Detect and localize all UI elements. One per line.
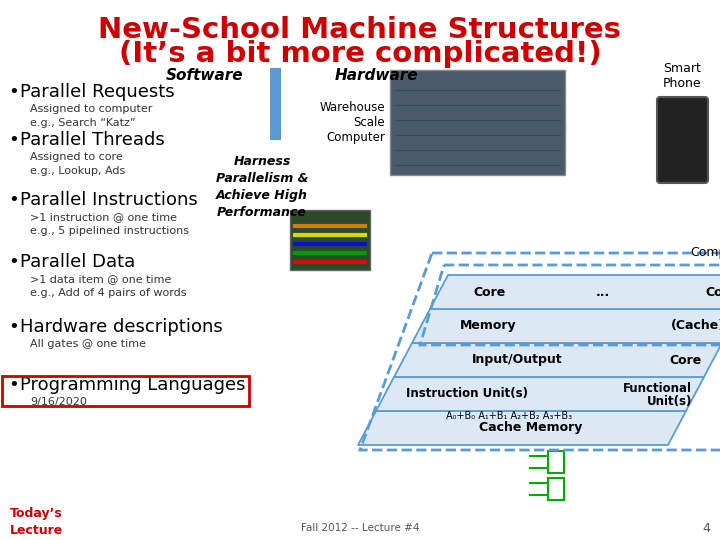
FancyBboxPatch shape	[290, 210, 370, 270]
Text: Warehouse
Scale
Computer: Warehouse Scale Computer	[320, 101, 385, 144]
Text: Fall 2012 -- Lecture #4: Fall 2012 -- Lecture #4	[301, 523, 419, 533]
Text: (It’s a bit more complicated!): (It’s a bit more complicated!)	[119, 40, 601, 68]
Text: Hardware: Hardware	[335, 69, 418, 84]
Text: Memory: Memory	[460, 320, 517, 333]
Text: Computer: Computer	[690, 246, 720, 259]
Text: Functional: Functional	[623, 382, 692, 395]
Polygon shape	[376, 377, 704, 411]
Text: 9/16/2020: 9/16/2020	[30, 397, 87, 407]
Text: Core: Core	[706, 286, 720, 299]
Text: •: •	[8, 376, 19, 394]
Text: Input/Output: Input/Output	[472, 354, 562, 367]
Text: 4: 4	[702, 522, 710, 535]
Text: Assigned to computer: Assigned to computer	[30, 104, 153, 114]
Text: Software: Software	[166, 69, 244, 84]
Text: Smart
Phone: Smart Phone	[663, 62, 702, 90]
FancyBboxPatch shape	[390, 70, 565, 175]
Text: A₀+B₀ A₁+B₁ A₂+B₂ A₃+B₃: A₀+B₀ A₁+B₁ A₂+B₂ A₃+B₃	[446, 411, 572, 421]
Text: •: •	[8, 131, 19, 149]
Text: Assigned to core: Assigned to core	[30, 152, 122, 162]
Text: Cache Memory: Cache Memory	[480, 422, 582, 435]
Text: >1 instruction @ one time: >1 instruction @ one time	[30, 212, 177, 222]
Text: Parallel Data: Parallel Data	[20, 253, 135, 271]
Text: Unit(s): Unit(s)	[647, 395, 692, 408]
Text: Instruction Unit(s): Instruction Unit(s)	[406, 388, 528, 401]
Text: •: •	[8, 253, 19, 271]
Text: (Cache): (Cache)	[671, 320, 720, 333]
Text: Parallel Requests: Parallel Requests	[20, 83, 175, 101]
Text: New-School Machine Structures: New-School Machine Structures	[99, 16, 621, 44]
FancyBboxPatch shape	[270, 68, 281, 140]
Text: Core: Core	[670, 354, 702, 367]
Text: Programming Languages: Programming Languages	[20, 376, 246, 394]
Polygon shape	[412, 309, 720, 343]
Text: Hardware descriptions: Hardware descriptions	[20, 318, 222, 336]
Text: ...: ...	[596, 286, 610, 299]
Text: All gates @ one time: All gates @ one time	[30, 339, 146, 349]
Polygon shape	[430, 275, 720, 309]
Text: Core: Core	[473, 286, 505, 299]
Text: Harness
Parallelism &
Achieve High
Performance: Harness Parallelism & Achieve High Perfo…	[216, 155, 308, 219]
Text: •: •	[8, 83, 19, 101]
Text: e.g., Lookup, Ads: e.g., Lookup, Ads	[30, 166, 125, 176]
Text: e.g., Add of 4 pairs of words: e.g., Add of 4 pairs of words	[30, 288, 186, 298]
Text: Parallel Threads: Parallel Threads	[20, 131, 165, 149]
Text: •: •	[8, 191, 19, 209]
Text: >1 data item @ one time: >1 data item @ one time	[30, 274, 171, 284]
Text: e.g., 5 pipelined instructions: e.g., 5 pipelined instructions	[30, 226, 189, 236]
Text: •: •	[8, 318, 19, 336]
Polygon shape	[394, 343, 720, 377]
Text: e.g., Search “Katz”: e.g., Search “Katz”	[30, 118, 135, 128]
Text: Today’s
Lecture: Today’s Lecture	[10, 508, 63, 537]
Text: Parallel Instructions: Parallel Instructions	[20, 191, 198, 209]
FancyBboxPatch shape	[657, 97, 708, 183]
Polygon shape	[358, 411, 686, 445]
